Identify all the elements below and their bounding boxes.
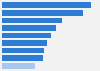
Bar [2, 25, 56, 31]
Bar [2, 63, 35, 69]
Bar [2, 33, 51, 38]
Bar [2, 18, 62, 23]
Bar [2, 10, 83, 16]
Bar [2, 48, 44, 53]
Bar [2, 2, 91, 8]
Bar [2, 40, 47, 46]
Bar [2, 55, 43, 61]
